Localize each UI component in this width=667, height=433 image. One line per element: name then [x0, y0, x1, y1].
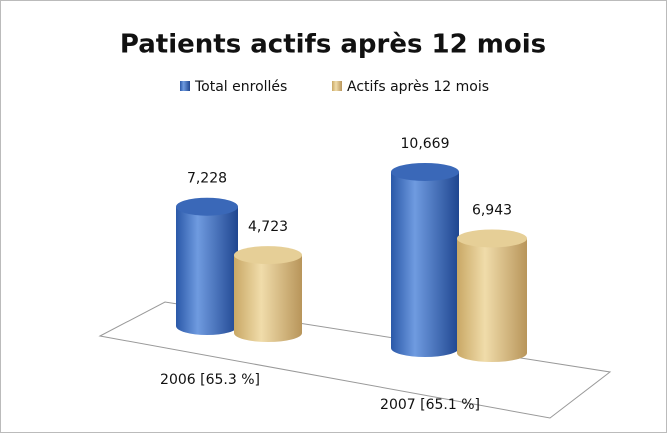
bar	[457, 229, 527, 362]
legend-swatch	[332, 81, 342, 91]
floor	[98, 301, 612, 419]
data-label: 6,943	[472, 202, 512, 218]
legend-label: Total enrollés	[194, 79, 287, 95]
cylinder-body	[176, 206, 238, 335]
cylinder-body	[391, 171, 459, 357]
cylinder-top	[234, 246, 302, 265]
cylinder-body	[234, 255, 302, 342]
cylinder-body	[457, 238, 527, 362]
legend: Total enrollés Actifs après 12 mois	[180, 79, 489, 95]
bar	[391, 162, 459, 357]
cylinder-top	[176, 197, 238, 216]
data-label: 7,228	[187, 171, 227, 187]
data-label: 4,723	[248, 219, 288, 235]
cylinder-top	[391, 162, 459, 181]
legend-swatch	[180, 81, 190, 91]
data-label: 10,669	[401, 136, 450, 152]
x-tick-label: 2007 [65.1 %]	[380, 397, 480, 413]
x-tick-label: 2006 [65.3 %]	[160, 372, 260, 388]
bar	[176, 197, 238, 335]
bar	[234, 246, 302, 342]
cylinder-top	[457, 229, 527, 248]
legend-label: Actifs après 12 mois	[347, 79, 489, 95]
chart-title: Patients actifs après 12 mois	[120, 30, 546, 60]
